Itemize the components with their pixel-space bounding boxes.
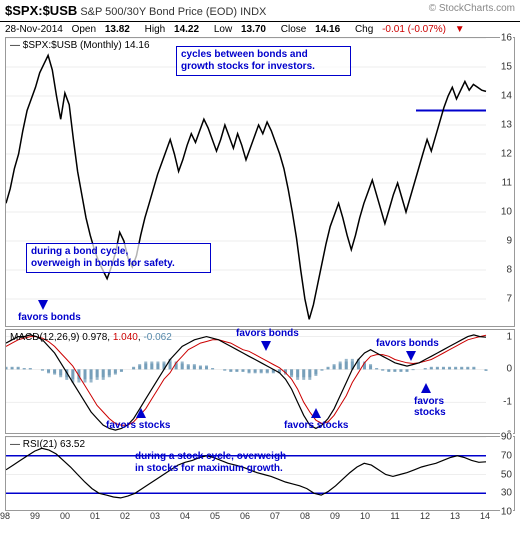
main-price-chart: — $SPX:$USB (Monthly) 14.16 789101112131… (5, 37, 515, 327)
arrow-up-icon (311, 408, 321, 418)
date: 28-Nov-2014 (5, 24, 63, 35)
arrow-down-icon (38, 300, 48, 310)
arrow-up-icon (421, 383, 431, 393)
ticker-symbol: $SPX:$USB (5, 3, 77, 18)
annotation-bondcycle: during a bond cycle,overweigh in bonds f… (26, 243, 211, 273)
arrow-up-icon (136, 408, 146, 418)
watermark: © StockCharts.com (429, 3, 515, 14)
ohlc-bar: 28-Nov-2014 Open 13.82 High 14.22 Low 13… (0, 22, 520, 37)
annotation-stockcycle: during a stock cycle, overweighin stocks… (131, 449, 341, 477)
ticker-desc: S&P 500/30Y Bond Price (EOD) INDX (80, 6, 266, 18)
arrow-down-icon (406, 351, 416, 361)
label-favors-bonds: favors bonds (18, 312, 81, 323)
x-axis: 9899000102030405060708091011121314 (5, 511, 515, 525)
rsi-chart: — RSI(21) 63.52 1030507090 during a stoc… (5, 436, 515, 511)
annotation-cycles: cycles between bonds andgrowth stocks fo… (176, 46, 351, 76)
arrow-down-icon (261, 341, 271, 351)
macd-chart: MACD(12,26,9) 0.978, 1.040, -0.062 -2-10… (5, 329, 515, 434)
